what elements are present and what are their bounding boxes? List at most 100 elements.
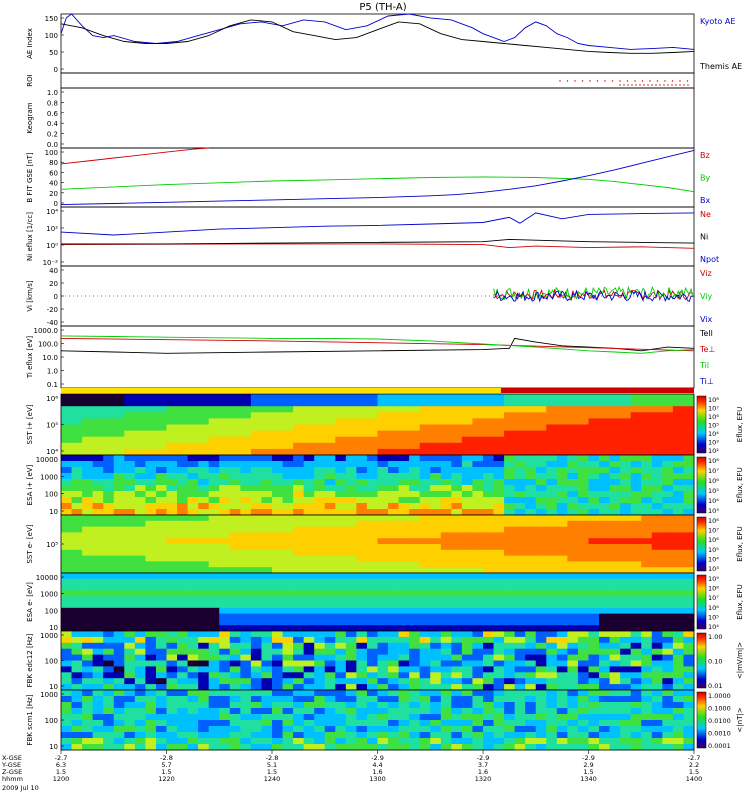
fbk_e-cell bbox=[293, 648, 305, 656]
esa_ion-cell bbox=[166, 467, 178, 474]
roi-frame bbox=[60, 72, 695, 89]
esa_elec-cell bbox=[651, 625, 663, 632]
esa_ion-cell bbox=[92, 503, 104, 510]
fbk_b-cell bbox=[430, 744, 442, 751]
fbk_b-cell bbox=[345, 720, 357, 727]
esa_elec-cell bbox=[272, 590, 284, 597]
sst_ion-cell bbox=[535, 418, 547, 425]
sst_elec-cell bbox=[567, 526, 579, 533]
esa_elec-colorbar-tick: 10⁸ bbox=[708, 585, 719, 593]
esa_elec-cell bbox=[240, 619, 252, 626]
esa_ion-cell bbox=[672, 473, 684, 480]
esa_elec-cell bbox=[145, 613, 157, 620]
sst_elec-cell bbox=[134, 538, 146, 545]
fbk_b-cell bbox=[409, 720, 421, 727]
esa_elec-cell bbox=[567, 625, 579, 632]
esa_ion-cell bbox=[504, 503, 516, 510]
esa_elec-cell bbox=[535, 613, 547, 620]
esa_ion-cell bbox=[535, 467, 547, 474]
sst_ion-cell bbox=[525, 436, 537, 444]
sst_ion-cell bbox=[377, 394, 389, 401]
fbk_b-cell bbox=[335, 744, 347, 751]
fbk_b-cell bbox=[187, 690, 199, 697]
esa_ion-cell bbox=[177, 455, 189, 462]
fbk_e-cell bbox=[472, 636, 484, 644]
esa_elec-cell bbox=[177, 607, 189, 615]
sst_elec-cell bbox=[187, 526, 199, 533]
fbk_b-cell bbox=[504, 738, 516, 745]
sst_ion-cell bbox=[461, 406, 473, 413]
fbk_e-colorbar-tick: 1.00 bbox=[708, 633, 722, 641]
fbk_e-cell bbox=[409, 666, 421, 673]
esa_ion-cell bbox=[335, 473, 347, 480]
esa_elec-cell bbox=[398, 596, 410, 603]
fbk_b-cell bbox=[556, 744, 568, 751]
fbk_b-cell bbox=[672, 720, 684, 727]
esa_elec-cell bbox=[356, 602, 368, 609]
esa_elec-cell bbox=[525, 602, 537, 609]
fbk_e-cell bbox=[672, 636, 684, 644]
fbk_e-cell bbox=[620, 631, 632, 638]
fbk_b-cell bbox=[577, 696, 589, 703]
fbk_e-cell bbox=[293, 678, 305, 685]
esa_ion-cell bbox=[187, 455, 199, 462]
sst_ion-cell bbox=[366, 448, 378, 456]
sst_elec-cell bbox=[272, 549, 284, 557]
fbk_b-cell bbox=[82, 708, 94, 715]
sst_ion-cell bbox=[525, 442, 537, 450]
esa_elec-cell bbox=[314, 619, 326, 626]
fbk_b-cell bbox=[314, 714, 326, 721]
fbk_e-cell bbox=[504, 666, 516, 673]
sst_ion-cell bbox=[177, 394, 189, 401]
fbk_e-cell bbox=[440, 648, 452, 656]
fbk_e-cell bbox=[145, 631, 157, 638]
esa_elec-cell bbox=[124, 607, 136, 615]
fbk_e-cell bbox=[409, 660, 421, 667]
fbk_b-cell bbox=[335, 702, 347, 709]
esa_ion-cell bbox=[177, 473, 189, 480]
sst_ion-cell bbox=[250, 412, 262, 419]
esa_ion-cell bbox=[187, 479, 199, 486]
sst_ion-ytick-label: 10⁵ bbox=[46, 422, 58, 430]
esa_elec-cell bbox=[630, 596, 642, 603]
sst_elec-cell bbox=[419, 567, 431, 574]
sst_ion-cell bbox=[314, 400, 326, 407]
esa_ion-cell bbox=[356, 485, 368, 492]
sst_elec-cell bbox=[556, 520, 568, 528]
sst_ion-cell bbox=[282, 436, 294, 444]
esa_ion-cell bbox=[451, 461, 463, 468]
sst_elec-cell bbox=[567, 561, 579, 568]
esa_elec-cell bbox=[641, 602, 653, 609]
sst_ion-cell bbox=[398, 418, 410, 425]
fbk_e-cell bbox=[504, 684, 516, 691]
fbk_e-cell bbox=[493, 642, 505, 650]
fbk_e-cell bbox=[314, 648, 326, 656]
fbk_e-cell bbox=[113, 648, 125, 656]
sst_elec-cell bbox=[662, 561, 674, 568]
fbk_b-cell bbox=[314, 744, 326, 751]
fbk_b-cell bbox=[92, 738, 104, 745]
sst_elec-cell bbox=[641, 544, 653, 551]
fbk_e-cell bbox=[250, 684, 262, 691]
fbk_e-cell bbox=[155, 654, 167, 661]
fbk_e-cell bbox=[71, 642, 83, 650]
sst_ion-cell bbox=[198, 436, 210, 444]
esa_elec-cell bbox=[134, 573, 146, 580]
sst_ion-cell bbox=[219, 400, 231, 407]
esa_ion-cell bbox=[282, 503, 294, 510]
fbk_e-cell bbox=[113, 660, 125, 667]
sst_ion-cell bbox=[672, 448, 684, 456]
esa_ion-cell bbox=[651, 479, 663, 486]
fbk_b-cell bbox=[155, 720, 167, 727]
esa_ion-cell bbox=[145, 467, 157, 474]
fbk_b-cell bbox=[377, 708, 389, 715]
fbk_e-cell bbox=[282, 648, 294, 656]
fbk_b-cell bbox=[504, 744, 516, 751]
sst_elec-cell bbox=[124, 555, 136, 562]
fbk_e-cell bbox=[145, 684, 157, 691]
sst_elec-cell bbox=[662, 549, 674, 557]
esa_ion-cell bbox=[166, 479, 178, 486]
sst_elec-cell bbox=[620, 515, 632, 522]
sst_ion-cell bbox=[409, 418, 421, 425]
esa_elec-cell bbox=[177, 573, 189, 580]
